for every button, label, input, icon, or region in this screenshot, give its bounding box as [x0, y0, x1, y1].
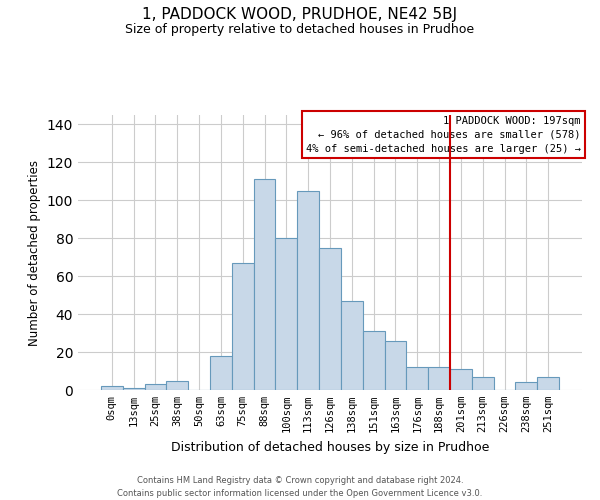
Bar — [210, 356, 232, 390]
Bar — [450, 369, 472, 390]
X-axis label: Distribution of detached houses by size in Prudhoe: Distribution of detached houses by size … — [171, 440, 489, 454]
Bar — [145, 384, 166, 390]
Y-axis label: Number of detached properties: Number of detached properties — [28, 160, 41, 346]
Bar — [297, 191, 319, 390]
Bar — [166, 380, 188, 390]
Text: 1, PADDOCK WOOD, PRUDHOE, NE42 5BJ: 1, PADDOCK WOOD, PRUDHOE, NE42 5BJ — [142, 8, 458, 22]
Bar — [341, 301, 363, 390]
Text: Size of property relative to detached houses in Prudhoe: Size of property relative to detached ho… — [125, 22, 475, 36]
Bar — [472, 376, 494, 390]
Bar — [275, 238, 297, 390]
Bar — [363, 331, 385, 390]
Bar — [385, 340, 406, 390]
Bar — [254, 180, 275, 390]
Bar — [123, 388, 145, 390]
Bar — [319, 248, 341, 390]
Text: Contains HM Land Registry data © Crown copyright and database right 2024.
Contai: Contains HM Land Registry data © Crown c… — [118, 476, 482, 498]
Bar — [428, 367, 450, 390]
Bar — [515, 382, 537, 390]
Bar — [537, 376, 559, 390]
Bar — [232, 263, 254, 390]
Text: 1 PADDOCK WOOD: 197sqm
← 96% of detached houses are smaller (578)
4% of semi-det: 1 PADDOCK WOOD: 197sqm ← 96% of detached… — [306, 116, 581, 154]
Bar — [101, 386, 123, 390]
Bar — [406, 367, 428, 390]
